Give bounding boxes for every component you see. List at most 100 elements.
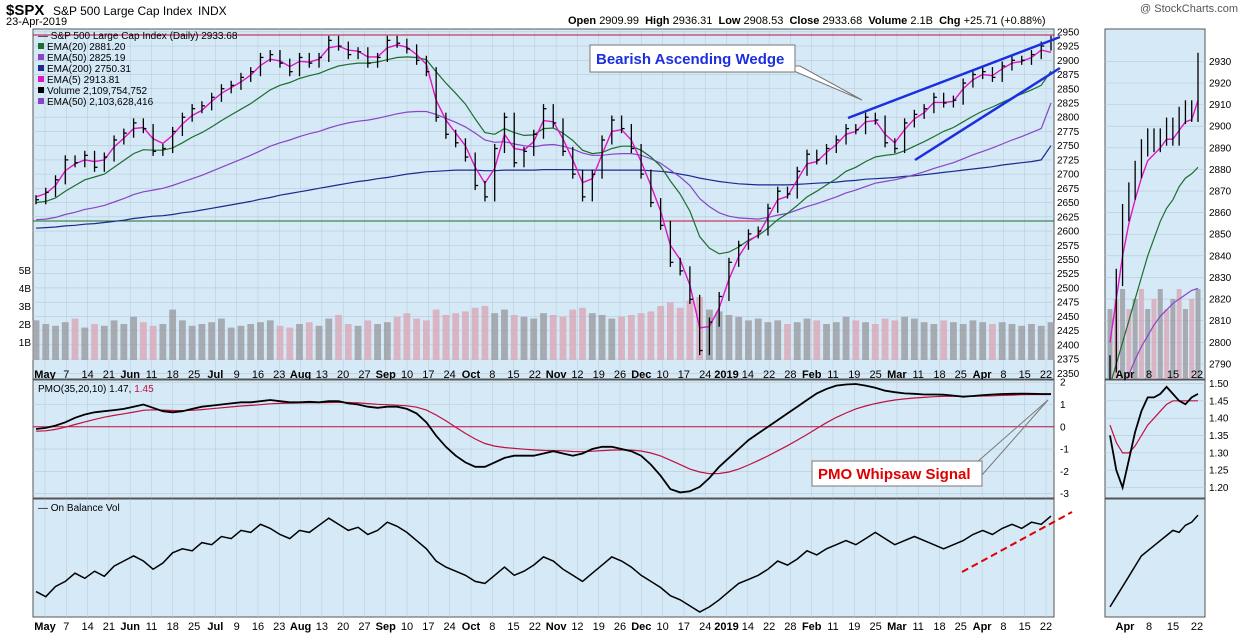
x-tick-label-bottom: 2019 bbox=[714, 621, 738, 633]
volume-bar bbox=[374, 324, 381, 360]
x-tick-label: 18 bbox=[933, 369, 945, 381]
x-tick-label-bottom: 24 bbox=[444, 621, 456, 633]
volume-bar bbox=[520, 316, 528, 360]
inset-price-tick: 2860 bbox=[1209, 208, 1232, 219]
x-tick-label-bottom: Aug bbox=[290, 621, 311, 633]
volume-bar bbox=[715, 311, 723, 360]
inset-price-tick: 2850 bbox=[1209, 230, 1232, 241]
high-label: High bbox=[645, 15, 670, 27]
volume-bar bbox=[959, 324, 967, 360]
volume-bar bbox=[344, 324, 352, 360]
volume-bar bbox=[823, 324, 830, 360]
price-tick-label: 2450 bbox=[1057, 312, 1080, 323]
volume-bar bbox=[354, 325, 362, 360]
volume-bar bbox=[1018, 325, 1026, 360]
volume-bar bbox=[315, 325, 323, 360]
x-tick-label-bottom: 22 bbox=[529, 621, 541, 633]
price-grid bbox=[33, 29, 1054, 379]
inset-price-tick: 2800 bbox=[1209, 338, 1232, 349]
obv-trend-line bbox=[961, 511, 1073, 573]
price-tick-label: 2375 bbox=[1057, 355, 1080, 366]
volume-bar bbox=[247, 324, 255, 360]
inset-volume-bar bbox=[1132, 299, 1138, 379]
high-value: 2936.31 bbox=[672, 15, 713, 27]
inset-pmo-tick: 1.40 bbox=[1209, 414, 1229, 425]
volume-bar bbox=[159, 324, 167, 360]
volume-bar bbox=[286, 327, 294, 360]
inset-price-tick: 2930 bbox=[1209, 57, 1232, 68]
volume-bar bbox=[266, 320, 274, 360]
volume-bar bbox=[627, 315, 635, 360]
x-tick-label: Jun bbox=[120, 369, 140, 381]
volume-bar bbox=[754, 318, 762, 360]
volume-bar bbox=[569, 309, 577, 360]
inset-price-tick: 2900 bbox=[1209, 122, 1232, 133]
x-tick-label-bottom: Nov bbox=[546, 621, 568, 633]
pmo-tick-label: -3 bbox=[1060, 489, 1069, 500]
inset-pmo-line bbox=[1109, 385, 1199, 491]
price-tick-label: 2800 bbox=[1057, 113, 1080, 124]
legend-item: EMA(200) 2750.31 bbox=[47, 64, 131, 75]
open-value: 2909.99 bbox=[599, 15, 639, 27]
volume-bar bbox=[403, 313, 411, 360]
price-tick-label: 2900 bbox=[1057, 56, 1080, 67]
inset-price-tick: 2920 bbox=[1209, 79, 1232, 90]
chart-date: 23-Apr-2019 bbox=[6, 16, 68, 28]
x-tick-label-bottom: Oct bbox=[462, 621, 481, 633]
volume-bar bbox=[842, 316, 850, 360]
x-tick-label-bottom: 19 bbox=[848, 621, 860, 633]
inset-x-tick-bottom: 22 bbox=[1191, 621, 1203, 633]
volume-bar bbox=[305, 322, 313, 360]
volume-bar bbox=[169, 309, 177, 360]
legend-item: EMA(50) 2,103,628,416 bbox=[47, 97, 154, 108]
volume-bar bbox=[471, 307, 479, 360]
x-tick-label: 12 bbox=[571, 369, 583, 381]
x-tick-label: Aug bbox=[290, 369, 311, 381]
x-tick-label-bottom: 10 bbox=[401, 621, 413, 633]
inset-pmo-axis: 1.50 1.45 1.40 1.35 1.30 1.25 1.20 bbox=[1209, 379, 1229, 494]
x-tick-label-bottom: 15 bbox=[507, 621, 519, 633]
legend-item: EMA(5) 2913.81 bbox=[47, 75, 120, 86]
inset-volume-bar bbox=[1189, 299, 1195, 379]
inset-price-tick: 2890 bbox=[1209, 143, 1232, 154]
price-tick-label: 2475 bbox=[1057, 298, 1080, 309]
obv-line bbox=[35, 515, 1052, 613]
volume-bar bbox=[852, 320, 860, 360]
x-tick-label: Nov bbox=[546, 369, 568, 381]
volume-bar bbox=[501, 309, 508, 360]
x-tick-label-bottom: 20 bbox=[337, 621, 349, 633]
volume-bar bbox=[383, 322, 391, 360]
x-tick-label: 23 bbox=[273, 369, 285, 381]
x-tick-label-bottom: Jul bbox=[207, 621, 223, 633]
volume-bar bbox=[745, 320, 752, 360]
inset-ema5 bbox=[1109, 100, 1199, 343]
x-tick-label: 2019 bbox=[714, 369, 738, 381]
price-tick-label: 2950 bbox=[1057, 27, 1080, 38]
price-tick-label: 2350 bbox=[1057, 369, 1080, 380]
x-tick-label: Dec bbox=[631, 369, 651, 381]
legend-swatch bbox=[38, 87, 44, 93]
inset-price-tick: 2910 bbox=[1209, 100, 1232, 111]
x-tick-label-bottom: 8 bbox=[1000, 621, 1006, 633]
x-tick-label-bottom: May bbox=[34, 621, 56, 633]
ema200-line bbox=[35, 145, 1052, 229]
volume-bar bbox=[901, 316, 909, 360]
volume-bar bbox=[335, 315, 342, 360]
inset-volume-bar bbox=[1126, 309, 1132, 379]
pmo-grid bbox=[33, 380, 1054, 498]
chg-value: +25.71 (+0.88%) bbox=[963, 15, 1046, 27]
volume-bar bbox=[998, 322, 1006, 360]
inset-pmo-tick: 1.20 bbox=[1209, 483, 1229, 494]
volume-bar bbox=[257, 322, 264, 360]
exchange-label: INDX bbox=[198, 4, 227, 18]
inset-obv bbox=[1109, 514, 1199, 608]
volume-bar bbox=[969, 320, 977, 360]
inset-x-tick: 22 bbox=[1191, 369, 1203, 381]
x-tick-label-bottom: Sep bbox=[376, 621, 396, 633]
volume-bar bbox=[871, 324, 879, 360]
x-tick-label-bottom: 19 bbox=[593, 621, 605, 633]
volume-bar bbox=[950, 322, 957, 360]
volume-bar bbox=[676, 307, 684, 360]
x-tick-label: 24 bbox=[699, 369, 711, 381]
x-tick-label: 13 bbox=[316, 369, 328, 381]
